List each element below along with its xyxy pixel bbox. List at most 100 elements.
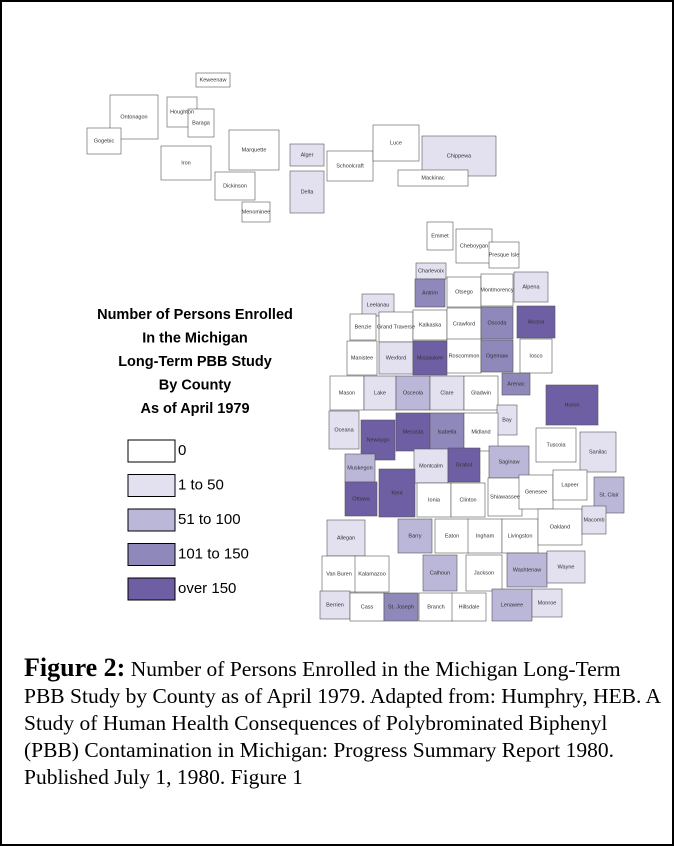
county [195,72,231,88]
county [434,518,470,554]
county [579,431,617,473]
county [552,469,588,501]
county [319,590,351,620]
county [426,221,454,251]
legend-label: 1 to 50 [178,476,224,493]
county-label: Newaygo [367,437,390,443]
county-label: Ogemaw [486,353,508,359]
legend-swatch [127,543,176,566]
county [488,241,520,269]
county-label: Schoolcraft [336,163,364,169]
county [535,427,577,463]
county-label: Ottawa [352,496,370,502]
county-label: St. Clair [599,492,619,498]
county [429,412,465,452]
county [354,555,390,593]
county-label: Menominee [242,209,271,215]
county-label: Branch [427,604,444,610]
county-label: Mason [339,390,356,396]
legend-label: over 150 [178,580,236,597]
county [160,145,212,181]
county-label: Charlevoix [418,268,444,274]
county-label: Grand Traverse [377,324,415,330]
county-label: Muskegon [347,465,372,471]
county [418,592,454,622]
county-label: Iron [181,160,190,166]
county [506,552,548,588]
county-label: Wexford [386,355,406,361]
county [86,127,122,155]
county [581,505,607,535]
legend-label: 0 [178,442,186,459]
county-label: Clare [440,390,453,396]
county [421,135,497,177]
county [361,293,395,317]
county [349,313,377,341]
county-label: Marquette [242,147,267,153]
county [488,445,530,479]
county-label: Eaton [445,533,459,539]
county [429,375,465,411]
county-label: Alcona [528,319,546,325]
county [513,271,549,303]
county-label: Osceola [403,390,424,396]
caption-text: Number of Persons Enrolled in the Michig… [24,657,660,789]
county-label: Gladwin [471,390,491,396]
county [378,468,416,518]
county [329,375,365,411]
county-label: Lapeer [561,482,578,488]
county [326,519,366,557]
county [450,482,486,518]
county [416,482,452,518]
county-label: Luce [390,140,402,146]
county-label: Clinton [459,497,476,503]
county [214,171,256,201]
legend-title: Long-Term PBB Study [118,354,272,370]
county-label: Arenac [507,381,525,387]
county [422,554,458,592]
county [446,338,482,374]
county-label: Ionia [428,497,441,503]
county [378,341,414,375]
county [346,340,378,376]
county [465,554,503,592]
county-label: Barry [408,533,421,539]
county-label: Oakland [550,524,571,530]
county [344,453,376,483]
county-label: Cass [361,604,374,610]
county [516,305,556,339]
county [412,340,448,376]
county-label: Roscommon [449,353,480,359]
county-label: Saginaw [498,459,519,465]
county-label: Missaukee [417,355,443,361]
county-label: Kalamazoo [358,571,386,577]
county [328,410,360,450]
county [383,592,419,622]
legend-title: Number of Persons Enrolled [97,307,293,323]
county-label: Livingston [508,533,533,539]
legend-swatch [127,577,176,601]
county [289,143,325,167]
county-label: Baraga [192,120,211,126]
county-label: Bay [502,417,512,423]
county-label: Delta [301,189,315,195]
county-label: Macomb [583,517,604,523]
county [344,481,378,517]
county-label: Dickinson [223,183,247,189]
county-label: Emmet [431,233,449,239]
county-label: Antrim [422,290,438,296]
legend-title: As of April 1979 [140,401,249,417]
county [363,375,397,411]
county [480,273,514,307]
county-label: Montcalm [419,463,443,469]
county [241,201,271,223]
legend-swatch [127,508,176,532]
county [397,518,433,554]
county [395,412,431,452]
legend-title: In the Michigan [142,330,248,346]
county-label: Alger [301,152,314,158]
county [463,375,499,411]
county-label: Presque Isle [489,252,520,258]
county-label: Mecosta [403,429,425,435]
county [360,419,396,461]
